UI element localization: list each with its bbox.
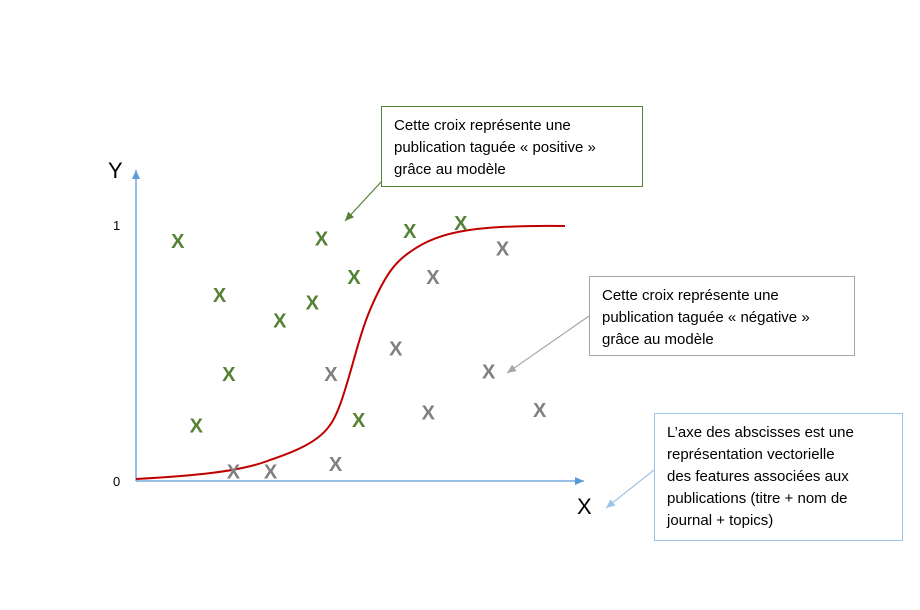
negative-cross-5: X xyxy=(482,362,496,384)
negative-cross-7: X xyxy=(533,400,547,422)
axis-callout-arrow xyxy=(605,469,655,509)
x-axis-title: X xyxy=(577,494,592,519)
positive-callout-arrow xyxy=(344,181,382,222)
negative-callout-arrow xyxy=(506,315,590,374)
positive-cross-9: X xyxy=(222,364,236,386)
axis-callout: L’axe des abscisses est une représentati… xyxy=(654,413,903,541)
positive-cross-8: X xyxy=(454,213,468,235)
negative-callout: Cette croix représente une publication t… xyxy=(589,276,855,356)
positive-cross-5: X xyxy=(306,292,320,314)
negative-cross-8: X xyxy=(329,454,343,476)
positive-cross-7: X xyxy=(403,221,417,243)
positive-cross-2: X xyxy=(213,285,227,307)
negative-cross-1: X xyxy=(496,239,510,261)
negative-cross-3: X xyxy=(389,339,403,361)
positive-callout: Cette croix représente une publication t… xyxy=(381,106,643,187)
positive-cross-6: X xyxy=(347,267,361,289)
y-axis-title: Y xyxy=(108,158,123,183)
negative-cross-2: X xyxy=(426,267,440,289)
positive-cross-1: X xyxy=(171,231,185,253)
positive-cross-11: X xyxy=(352,410,366,432)
positive-cross-3: X xyxy=(273,310,287,332)
positive-cross-4: X xyxy=(315,228,329,250)
negative-cross-4: X xyxy=(324,364,338,386)
y-tick-label-0: 0 xyxy=(113,474,120,489)
negative-cross-6: X xyxy=(422,403,436,425)
sigmoid-curve xyxy=(135,224,566,480)
y-tick-label-1: 1 xyxy=(113,218,120,233)
negative-cross-9: X xyxy=(227,461,241,483)
negative-cross-10: X xyxy=(264,461,278,483)
positive-cross-10: X xyxy=(190,415,204,437)
